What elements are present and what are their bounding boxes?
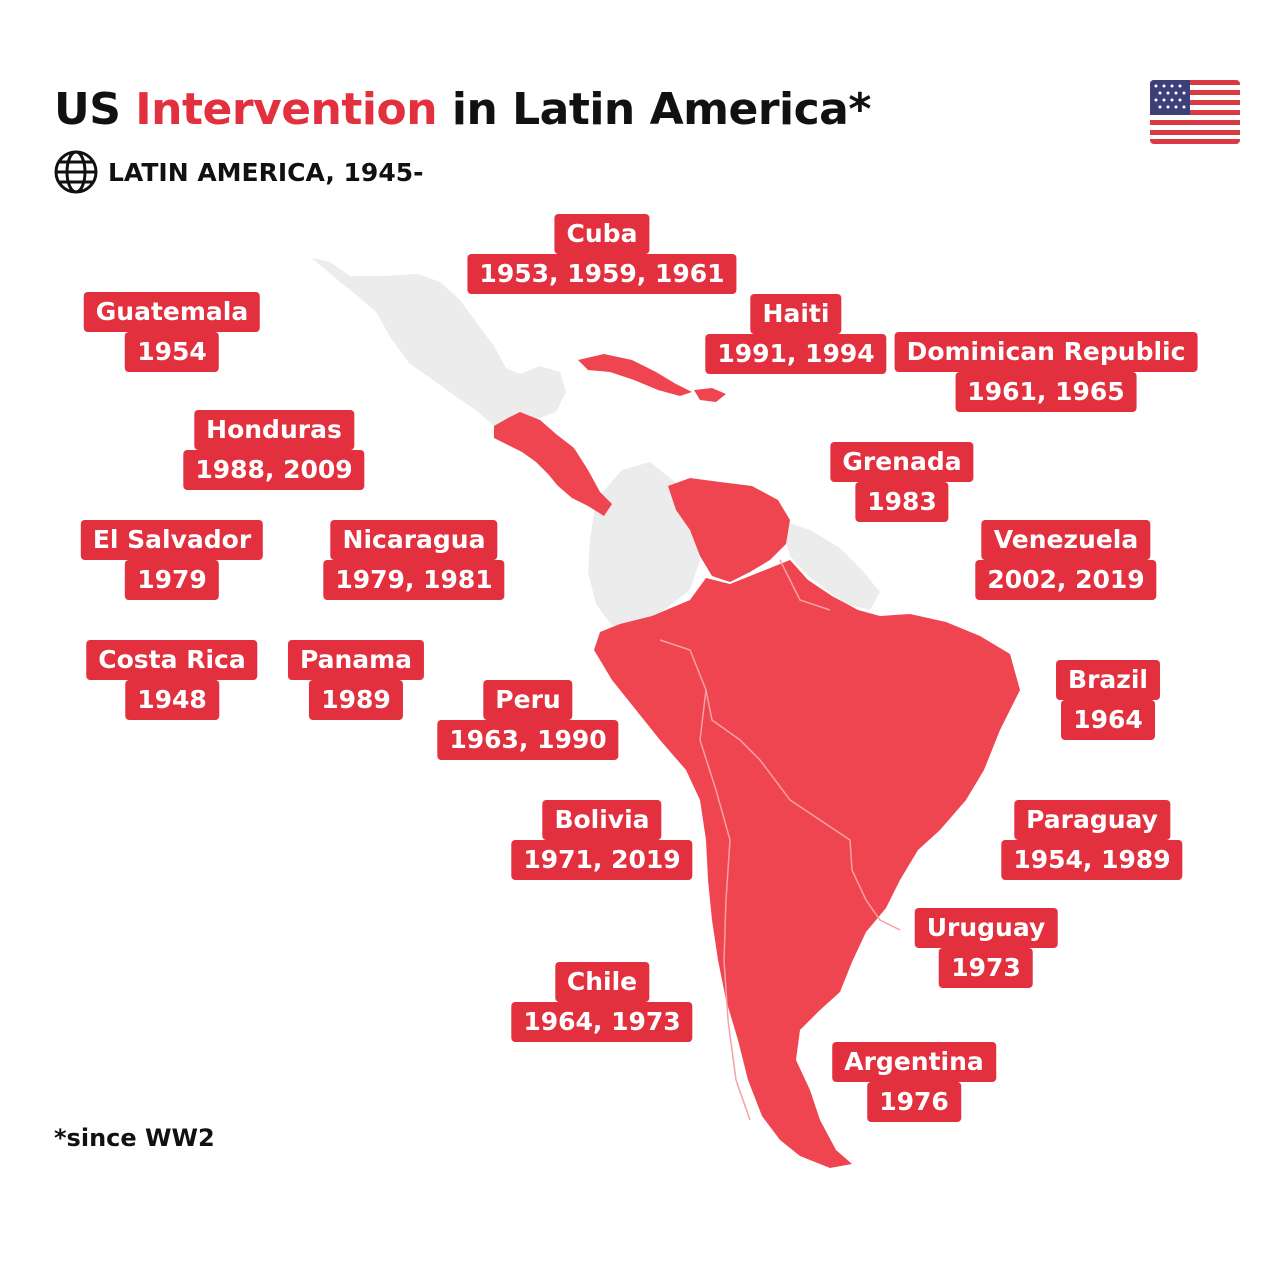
country-name: Argentina: [832, 1042, 996, 1082]
country-name: Uruguay: [914, 908, 1058, 948]
country-borders: [659, 559, 901, 1121]
country-name: Cuba: [554, 214, 650, 254]
title-part-region: in Latin America*: [437, 84, 872, 135]
label-venezuela: Venezuela 2002, 2019: [975, 520, 1157, 600]
country-years: 1971, 2019: [511, 840, 693, 880]
country-years: 1979, 1981: [323, 560, 505, 600]
label-nicaragua: Nicaragua 1979, 1981: [323, 520, 505, 600]
country-years: 1948: [125, 680, 219, 720]
country-years: 1991, 1994: [705, 334, 887, 374]
country-years: 1964: [1061, 700, 1155, 740]
label-dominican-republic: Dominican Republic 1961, 1965: [894, 332, 1198, 412]
south-america-shape: [594, 560, 1020, 1168]
country-years: 1989: [309, 680, 403, 720]
mexico-shape: [312, 258, 566, 430]
country-years: 1953, 1959, 1961: [467, 254, 737, 294]
country-name: Brazil: [1056, 660, 1160, 700]
subtitle-text: LATIN AMERICA, 1945-: [108, 157, 424, 187]
country-name: Costa Rica: [86, 640, 258, 680]
central-america-shape: [494, 412, 612, 516]
country-years: 1983: [855, 482, 949, 522]
venezuela-shape: [668, 478, 790, 582]
country-years: 1976: [867, 1082, 961, 1122]
country-name: Peru: [483, 680, 573, 720]
country-years: 1988, 2009: [183, 450, 365, 490]
label-panama: Panama 1989: [287, 640, 425, 720]
country-years: 1973: [939, 948, 1033, 988]
country-name: Paraguay: [1014, 800, 1170, 840]
guianas-neutral: [780, 520, 880, 610]
hispaniola-shape: [694, 388, 726, 402]
country-years: 2002, 2019: [975, 560, 1157, 600]
label-guatemala: Guatemala 1954: [83, 292, 261, 372]
country-years: 1964, 1973: [511, 1002, 693, 1042]
country-name: Dominican Republic: [894, 332, 1198, 372]
country-name: Grenada: [830, 442, 974, 482]
label-honduras: Honduras 1988, 2009: [183, 410, 365, 490]
country-years: 1961, 1965: [955, 372, 1137, 412]
page-title: US Intervention in Latin America*: [54, 84, 871, 135]
country-name: Chile: [554, 962, 650, 1002]
label-haiti: Haiti 1991, 1994: [705, 294, 887, 374]
label-chile: Chile 1964, 1973: [511, 962, 693, 1042]
country-name: Nicaragua: [330, 520, 498, 560]
globe-icon: [54, 150, 98, 194]
label-grenada: Grenada 1983: [830, 442, 974, 522]
country-name: El Salvador: [80, 520, 264, 560]
northern-south-america-neutral: [588, 462, 700, 630]
country-years: 1954, 1989: [1001, 840, 1183, 880]
title-part-intervention: Intervention: [135, 84, 438, 135]
country-name: Venezuela: [981, 520, 1151, 560]
label-costa-rica: Costa Rica 1948: [86, 640, 258, 720]
label-brazil: Brazil 1964: [1056, 660, 1160, 740]
country-years: 1979: [125, 560, 219, 600]
label-uruguay: Uruguay 1973: [914, 908, 1058, 988]
label-bolivia: Bolivia 1971, 2019: [511, 800, 693, 880]
label-peru: Peru 1963, 1990: [437, 680, 619, 760]
country-name: Bolivia: [542, 800, 662, 840]
cuba-shape: [578, 354, 692, 396]
us-flag-icon: [1150, 80, 1240, 144]
country-name: Haiti: [750, 294, 842, 334]
title-part-us: US: [54, 84, 136, 135]
country-name: Panama: [287, 640, 425, 680]
subtitle: LATIN AMERICA, 1945-: [54, 150, 424, 194]
label-cuba: Cuba 1953, 1959, 1961: [467, 214, 737, 294]
country-years: 1954: [125, 332, 219, 372]
label-paraguay: Paraguay 1954, 1989: [1001, 800, 1183, 880]
label-argentina: Argentina 1976: [832, 1042, 996, 1122]
country-years: 1963, 1990: [437, 720, 619, 760]
country-name: Guatemala: [83, 292, 261, 332]
country-name: Honduras: [194, 410, 354, 450]
footnote: *since WW2: [54, 1124, 215, 1152]
label-el-salvador: El Salvador 1979: [80, 520, 264, 600]
